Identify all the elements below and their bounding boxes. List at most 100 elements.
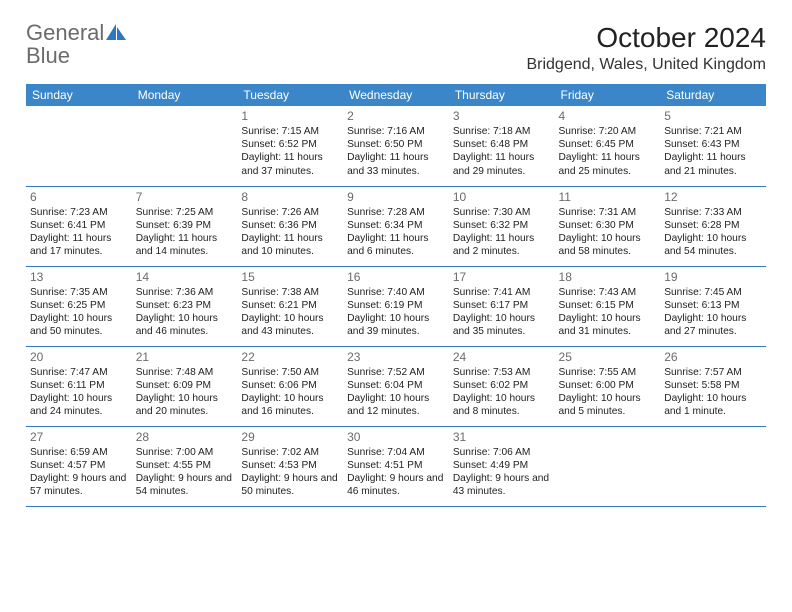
calendar-cell: 11Sunrise: 7:31 AMSunset: 6:30 PMDayligh… <box>555 186 661 266</box>
sunset-text: Sunset: 6:32 PM <box>453 219 551 232</box>
calendar-week-row: 13Sunrise: 7:35 AMSunset: 6:25 PMDayligh… <box>26 266 766 346</box>
calendar-cell: 20Sunrise: 7:47 AMSunset: 6:11 PMDayligh… <box>26 346 132 426</box>
calendar-cell: 21Sunrise: 7:48 AMSunset: 6:09 PMDayligh… <box>132 346 238 426</box>
day-number: 30 <box>347 430 445 445</box>
sunset-text: Sunset: 6:52 PM <box>241 138 339 151</box>
day-number: 21 <box>136 350 234 365</box>
sunset-text: Sunset: 4:49 PM <box>453 459 551 472</box>
daylight-text: Daylight: 9 hours and 54 minutes. <box>136 472 234 498</box>
day-number: 17 <box>453 270 551 285</box>
sunset-text: Sunset: 6:50 PM <box>347 138 445 151</box>
day-number: 24 <box>453 350 551 365</box>
day-number: 4 <box>559 109 657 124</box>
sunrise-text: Sunrise: 6:59 AM <box>30 446 128 459</box>
sunrise-text: Sunrise: 7:41 AM <box>453 286 551 299</box>
sunset-text: Sunset: 6:15 PM <box>559 299 657 312</box>
sunset-text: Sunset: 4:57 PM <box>30 459 128 472</box>
sunrise-text: Sunrise: 7:43 AM <box>559 286 657 299</box>
calendar-cell: 26Sunrise: 7:57 AMSunset: 5:58 PMDayligh… <box>660 346 766 426</box>
day-header: Monday <box>132 84 238 106</box>
calendar-body: 1Sunrise: 7:15 AMSunset: 6:52 PMDaylight… <box>26 106 766 506</box>
daylight-text: Daylight: 10 hours and 35 minutes. <box>453 312 551 338</box>
sunset-text: Sunset: 6:13 PM <box>664 299 762 312</box>
sunset-text: Sunset: 6:21 PM <box>241 299 339 312</box>
sunset-text: Sunset: 6:17 PM <box>453 299 551 312</box>
day-header: Friday <box>555 84 661 106</box>
sunrise-text: Sunrise: 7:21 AM <box>664 125 762 138</box>
daylight-text: Daylight: 9 hours and 57 minutes. <box>30 472 128 498</box>
daylight-text: Daylight: 10 hours and 27 minutes. <box>664 312 762 338</box>
calendar-cell: 4Sunrise: 7:20 AMSunset: 6:45 PMDaylight… <box>555 106 661 186</box>
sunrise-text: Sunrise: 7:55 AM <box>559 366 657 379</box>
day-number: 22 <box>241 350 339 365</box>
day-header: Thursday <box>449 84 555 106</box>
sunrise-text: Sunrise: 7:38 AM <box>241 286 339 299</box>
sunrise-text: Sunrise: 7:16 AM <box>347 125 445 138</box>
calendar-cell: 8Sunrise: 7:26 AMSunset: 6:36 PMDaylight… <box>237 186 343 266</box>
day-header: Tuesday <box>237 84 343 106</box>
daylight-text: Daylight: 10 hours and 5 minutes. <box>559 392 657 418</box>
daylight-text: Daylight: 11 hours and 29 minutes. <box>453 151 551 177</box>
sunrise-text: Sunrise: 7:47 AM <box>30 366 128 379</box>
day-number: 13 <box>30 270 128 285</box>
sunrise-text: Sunrise: 7:50 AM <box>241 366 339 379</box>
calendar-cell <box>132 106 238 186</box>
calendar-week-row: 27Sunrise: 6:59 AMSunset: 4:57 PMDayligh… <box>26 426 766 506</box>
calendar-cell: 7Sunrise: 7:25 AMSunset: 6:39 PMDaylight… <box>132 186 238 266</box>
calendar-cell: 3Sunrise: 7:18 AMSunset: 6:48 PMDaylight… <box>449 106 555 186</box>
sunset-text: Sunset: 6:34 PM <box>347 219 445 232</box>
sunset-text: Sunset: 4:51 PM <box>347 459 445 472</box>
calendar-cell: 24Sunrise: 7:53 AMSunset: 6:02 PMDayligh… <box>449 346 555 426</box>
sunrise-text: Sunrise: 7:28 AM <box>347 206 445 219</box>
sunrise-text: Sunrise: 7:26 AM <box>241 206 339 219</box>
calendar-cell: 18Sunrise: 7:43 AMSunset: 6:15 PMDayligh… <box>555 266 661 346</box>
calendar-cell: 16Sunrise: 7:40 AMSunset: 6:19 PMDayligh… <box>343 266 449 346</box>
day-number: 16 <box>347 270 445 285</box>
calendar-table: SundayMondayTuesdayWednesdayThursdayFrid… <box>26 84 766 507</box>
day-number: 25 <box>559 350 657 365</box>
day-number: 28 <box>136 430 234 445</box>
sunset-text: Sunset: 6:45 PM <box>559 138 657 151</box>
day-number: 7 <box>136 190 234 205</box>
sunset-text: Sunset: 6:00 PM <box>559 379 657 392</box>
calendar-cell: 10Sunrise: 7:30 AMSunset: 6:32 PMDayligh… <box>449 186 555 266</box>
day-number: 2 <box>347 109 445 124</box>
sunset-text: Sunset: 6:11 PM <box>30 379 128 392</box>
day-number: 12 <box>664 190 762 205</box>
calendar-cell: 2Sunrise: 7:16 AMSunset: 6:50 PMDaylight… <box>343 106 449 186</box>
sunset-text: Sunset: 6:02 PM <box>453 379 551 392</box>
sunrise-text: Sunrise: 7:53 AM <box>453 366 551 379</box>
sunrise-text: Sunrise: 7:45 AM <box>664 286 762 299</box>
sunset-text: Sunset: 6:25 PM <box>30 299 128 312</box>
daylight-text: Daylight: 10 hours and 58 minutes. <box>559 232 657 258</box>
daylight-text: Daylight: 10 hours and 8 minutes. <box>453 392 551 418</box>
logo-text-blue: Blue <box>26 43 70 68</box>
sunset-text: Sunset: 6:48 PM <box>453 138 551 151</box>
calendar-cell <box>660 426 766 506</box>
daylight-text: Daylight: 9 hours and 46 minutes. <box>347 472 445 498</box>
daylight-text: Daylight: 10 hours and 54 minutes. <box>664 232 762 258</box>
day-number: 6 <box>30 190 128 205</box>
day-number: 26 <box>664 350 762 365</box>
day-number: 23 <box>347 350 445 365</box>
day-header: Saturday <box>660 84 766 106</box>
sunrise-text: Sunrise: 7:18 AM <box>453 125 551 138</box>
calendar-week-row: 6Sunrise: 7:23 AMSunset: 6:41 PMDaylight… <box>26 186 766 266</box>
day-number: 5 <box>664 109 762 124</box>
daylight-text: Daylight: 10 hours and 39 minutes. <box>347 312 445 338</box>
sunset-text: Sunset: 4:53 PM <box>241 459 339 472</box>
sunset-text: Sunset: 4:55 PM <box>136 459 234 472</box>
calendar-cell: 29Sunrise: 7:02 AMSunset: 4:53 PMDayligh… <box>237 426 343 506</box>
calendar-cell: 30Sunrise: 7:04 AMSunset: 4:51 PMDayligh… <box>343 426 449 506</box>
calendar-cell: 15Sunrise: 7:38 AMSunset: 6:21 PMDayligh… <box>237 266 343 346</box>
day-number: 3 <box>453 109 551 124</box>
calendar-cell <box>555 426 661 506</box>
daylight-text: Daylight: 10 hours and 31 minutes. <box>559 312 657 338</box>
sunset-text: Sunset: 6:09 PM <box>136 379 234 392</box>
daylight-text: Daylight: 11 hours and 21 minutes. <box>664 151 762 177</box>
calendar-cell: 23Sunrise: 7:52 AMSunset: 6:04 PMDayligh… <box>343 346 449 426</box>
sunset-text: Sunset: 6:43 PM <box>664 138 762 151</box>
day-number: 1 <box>241 109 339 124</box>
calendar-week-row: 20Sunrise: 7:47 AMSunset: 6:11 PMDayligh… <box>26 346 766 426</box>
sunset-text: Sunset: 6:04 PM <box>347 379 445 392</box>
